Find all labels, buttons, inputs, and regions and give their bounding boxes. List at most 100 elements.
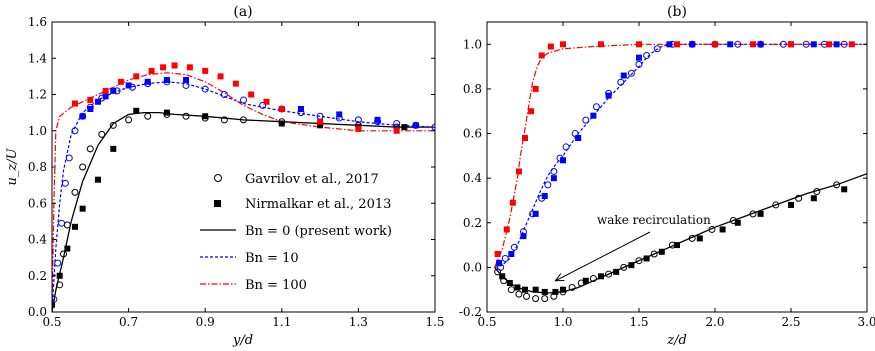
panel-a-nirmalkar-et-al-2013-bn-0-point (202, 113, 209, 120)
panel-a-nirmalkar-et-al-2013-bn-10-point (183, 77, 190, 83)
panel-b-nirmalkar-et-al-2013-bn-100-point (532, 85, 539, 92)
panel-b-nirmalkar-et-al-2013-bn-100-point (560, 41, 566, 48)
panel-a-nirmalkar-et-al-2013-bn-0-point (94, 176, 101, 183)
panel-b-nirmalkar-et-al-2013-bn-10-point (636, 54, 642, 61)
panel-b-gavrilov-et-al-2017-bn-0-point (688, 234, 696, 242)
panel-b-gavrilov-et-al-2017-bn-0-point (650, 250, 658, 258)
panel-b-nirmalkar-et-al-2013-bn-0-point (788, 201, 794, 208)
panel-b-nirmalkar-et-al-2013-bn-0-point (514, 284, 521, 291)
panel-a-gavrilov-et-al-2017-bn-0-point (98, 130, 106, 138)
panel-a-gavrilov-et-al-2017-bn-0-point (240, 116, 247, 124)
panel-a-gavrilov-et-al-2017-bn-10-point (201, 85, 209, 93)
legend-label-bn10: Bn = 10 (245, 251, 299, 266)
y-tick-label: 0.0 (463, 260, 482, 274)
panel-a-nirmalkar-et-al-2013-bn-100-point (160, 64, 167, 71)
panel-a-gavrilov-et-al-2017-bn-10-point (259, 101, 267, 109)
legend-label-gavrilov: Gavrilov et al., 2017 (245, 172, 379, 187)
panel-b-ticks: 0.5 1.0 1.5 2.0 2.5 3.0 -0.2 0.0 0.2 0.4 0.6 0.8 1.0 (459, 22, 875, 329)
panel-b-gavrilov-et-al-2017-bn-10-point (510, 243, 518, 251)
panel-b-nirmalkar-et-al-2013-bn-0-point (643, 255, 650, 262)
panel-a-ylabel: u_z/U (5, 147, 20, 185)
panel-a-nirmalkar-et-al-2013-bn-100-point (117, 78, 124, 85)
panel-b-nirmalkar-et-al-2013-bn-0-point (696, 235, 703, 242)
panel-b-nirmalkar-et-al-2013-bn-10-point (833, 41, 840, 48)
panel-a-gavrilov-et-al-2017-bn-10-point (54, 259, 62, 267)
panel-b-nirmalkar-et-al-2013-bn-100-point (826, 41, 832, 48)
panel-a-nirmalkar-et-al-2013-bn-100-point (217, 73, 224, 80)
panel-b-bn-0-present-work-line (494, 173, 867, 294)
legend-label-nirmalkar: Nirmalkar et al., 2013 (245, 197, 391, 212)
panel-a-nirmalkar-et-al-2013-bn-10-point (412, 122, 419, 129)
panel-a-nirmalkar-et-al-2013-bn-100-point (263, 98, 270, 105)
panel-b-nirmalkar-et-al-2013-bn-100-point (750, 41, 756, 48)
panel-a-gavrilov-et-al-2017-bn-10-point (65, 154, 73, 162)
panel-b-xlabel: z/d (666, 333, 687, 348)
panel-a-gavrilov-et-al-2017-bn-0-point (220, 116, 228, 124)
annotation-label: wake recirculation (597, 213, 711, 227)
panel-a-nirmalkar-et-al-2013-bn-0-point (110, 145, 117, 152)
panel-b-gavrilov-et-al-2017-bn-0-point (795, 194, 803, 202)
panel-b-nirmalkar-et-al-2013-bn-100-point (503, 226, 510, 233)
x-tick-label: 1.5 (629, 315, 648, 329)
panel-b-nirmalkar-et-al-2013-bn-100-point (494, 251, 501, 257)
panel-a-nirmalkar-et-al-2013-bn-100-point (87, 96, 94, 103)
panel-a: (a) 0.5 0.7 0.9 1.1 1.3 1.5 0.0 0.2 0.4 0.6 0.8 1.0… (5, 4, 445, 348)
panel-a-gavrilov-et-al-2017-bn-10-point (182, 81, 190, 89)
panel-b-frame (486, 21, 868, 313)
x-tick-label: 0.5 (477, 315, 496, 329)
panel-b-nirmalkar-et-al-2013-bn-10-point (666, 41, 673, 48)
legend-open-circle-marker (214, 174, 222, 182)
y-tick-label: 0.2 (463, 216, 482, 230)
panel-b-gavrilov-et-al-2017-bn-10-point (562, 143, 570, 151)
panel-a-nirmalkar-et-al-2013-bn-10-point (144, 78, 151, 85)
panel-a-nirmalkar-et-al-2013-bn-0-point (278, 120, 285, 127)
panel-b-gavrilov-et-al-2017-bn-0-point (605, 270, 613, 278)
panel-b-nirmalkar-et-al-2013-bn-10-point (590, 112, 597, 119)
y-tick-label: 1.0 (463, 37, 482, 51)
y-tick-label: 0.8 (463, 82, 482, 96)
panel-a-gavrilov-et-al-2017-bn-0-point (109, 121, 117, 129)
panel-b-nirmalkar-et-al-2013-bn-0-point (582, 277, 589, 284)
x-tick-label: 0.9 (196, 315, 215, 329)
panel-b-gavrilov-et-al-2017-bn-10-point (635, 60, 643, 68)
panel-b-gavrilov-et-al-2017-bn-0-point (532, 295, 540, 303)
panel-a-bn-10-line (52, 81, 435, 312)
panel-a-gavrilov-et-al-2017-bn-0-point (125, 116, 133, 124)
panel-a-nirmalkar-et-al-2013-bn-0-point (56, 272, 63, 279)
panel-a-nirmalkar-et-al-2013-bn-100-point (278, 106, 285, 112)
panel-b-gavrilov-et-al-2017-bn-10-point (643, 51, 651, 59)
panel-b-gavrilov-et-al-2017-bn-10-point (582, 116, 590, 124)
panel-a-gavrilov-et-al-2017-bn-10-point (240, 96, 247, 104)
panel-b-nirmalkar-et-al-2013-bn-10-point (541, 193, 548, 199)
panel-b-gavrilov-et-al-2017-bn-0-point (772, 201, 780, 209)
legend-entry-bn0: Bn = 0 (present work) (200, 224, 392, 239)
panel-b-gavrilov-et-al-2017-bn-10-point (653, 45, 661, 53)
panel-a-nirmalkar-et-al-2013-bn-0-point (401, 124, 408, 131)
panel-b-gavrilov-et-al-2017-bn-0-point (635, 257, 643, 265)
panel-a-gavrilov-et-al-2017-bn-10-point (431, 123, 435, 131)
panel-b-nirmalkar-et-al-2013-bn-0-point (810, 195, 817, 202)
panel-a-nirmalkar-et-al-2013-bn-10-point (110, 87, 117, 94)
panel-b-nirmalkar-et-al-2013-bn-0-point (532, 286, 539, 293)
annotation-arrowhead (554, 273, 565, 282)
panel-b-nirmalkar-et-al-2013-bn-0-point (541, 288, 548, 295)
panel-b-gavrilov-et-al-2017-bn-10-point (734, 40, 742, 48)
panel-a-nirmalkar-et-al-2013-bn-10-point (336, 111, 343, 118)
panel-b-plot-area (494, 40, 867, 303)
panel-a-nirmalkar-et-al-2013-bn-100-point (148, 67, 155, 74)
annotation-wake-recirculation: wake recirculation (554, 213, 711, 282)
x-tick-label: 1.0 (553, 315, 572, 329)
panel-a-nirmalkar-et-al-2013-bn-10-point (102, 93, 109, 100)
panel-a-nirmalkar-et-al-2013-bn-100-point (317, 118, 324, 125)
panel-b-gavrilov-et-al-2017-bn-0-point (708, 225, 716, 233)
x-tick-label: 0.7 (119, 315, 138, 329)
panel-a-nirmalkar-et-al-2013-bn-100-point (393, 127, 400, 134)
panel-b-nirmalkar-et-al-2013-bn-100-point (848, 41, 855, 48)
panel-a-nirmalkar-et-al-2013-bn-0-point (133, 107, 140, 114)
x-tick-label: 3.0 (857, 315, 875, 329)
panel-b-gavrilov-et-al-2017-bn-0-point (749, 210, 757, 218)
panel-b-nirmalkar-et-al-2013-bn-100-point (547, 43, 554, 50)
panel-a-nirmalkar-et-al-2013-bn-0-point (64, 245, 71, 252)
y-tick-label: 1.2 (28, 88, 47, 102)
